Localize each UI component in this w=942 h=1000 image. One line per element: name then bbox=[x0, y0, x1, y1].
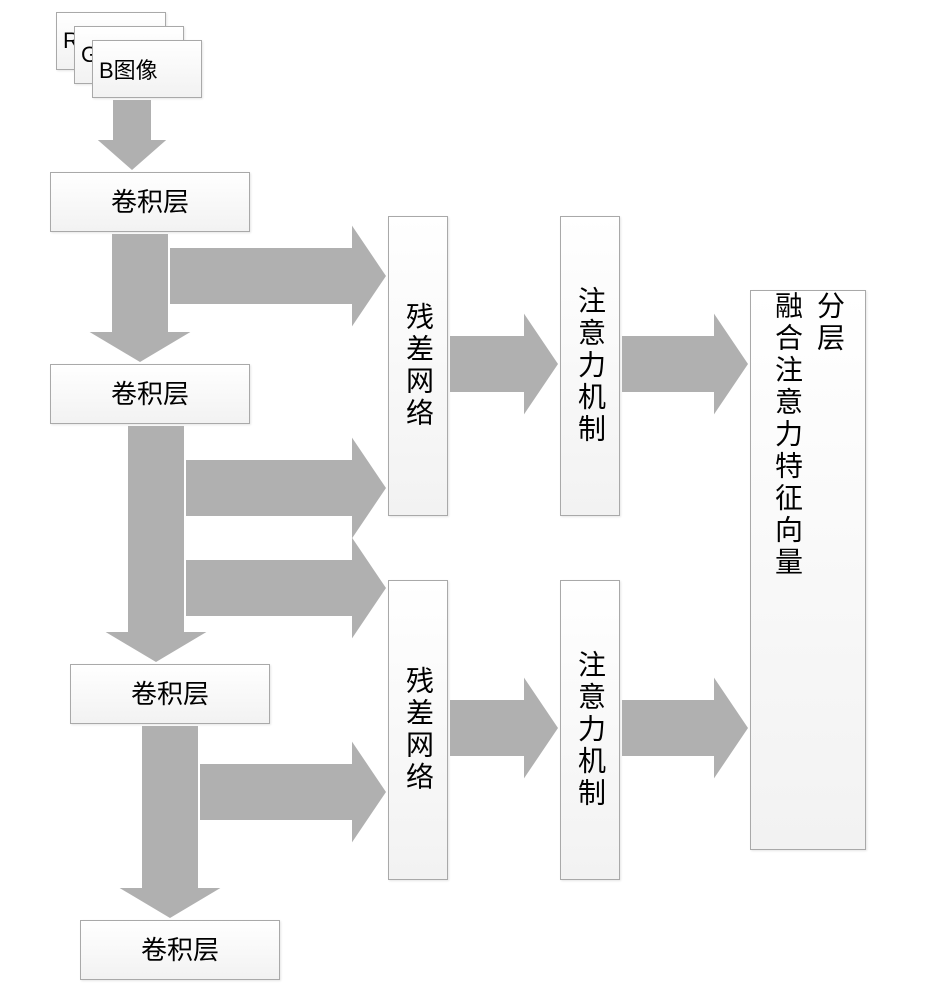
arrow-layer bbox=[0, 0, 942, 1000]
